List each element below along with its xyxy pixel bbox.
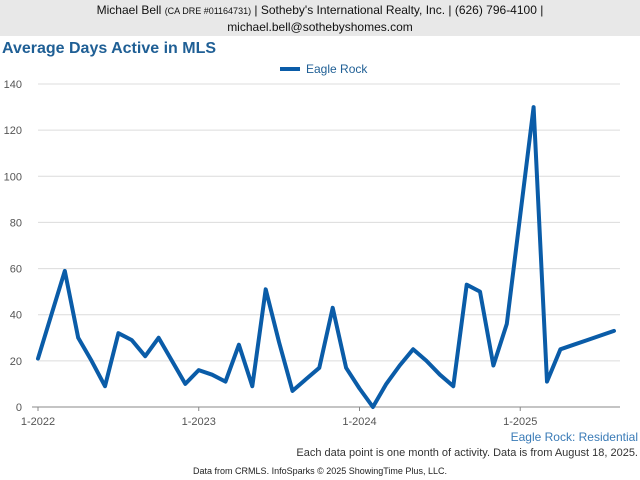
data-point[interactable] <box>316 365 322 371</box>
data-point[interactable] <box>209 372 215 378</box>
data-point[interactable] <box>156 335 162 341</box>
y-tick-label: 120 <box>4 125 22 137</box>
region-label: Eagle Rock: Residential <box>510 430 638 444</box>
chart-title: Average Days Active in MLS <box>2 40 217 57</box>
data-point[interactable] <box>89 358 95 364</box>
data-point[interactable] <box>477 289 483 295</box>
data-point[interactable] <box>249 383 255 389</box>
y-tick-label: 20 <box>10 356 22 368</box>
data-point[interactable] <box>557 346 563 352</box>
data-point[interactable] <box>450 383 456 389</box>
data-point[interactable] <box>236 342 242 348</box>
data-point[interactable] <box>397 362 403 368</box>
y-tick-label: 40 <box>10 310 22 322</box>
data-point[interactable] <box>356 386 362 392</box>
data-point[interactable] <box>343 365 349 371</box>
data-point[interactable] <box>571 342 577 348</box>
y-tick-label: 100 <box>4 171 22 183</box>
data-point[interactable] <box>330 305 336 311</box>
data-point[interactable] <box>142 353 148 359</box>
data-point[interactable] <box>196 367 202 373</box>
data-point[interactable] <box>102 383 108 389</box>
data-point[interactable] <box>223 379 229 385</box>
y-tick-label: 60 <box>10 264 22 276</box>
y-tick-label: 140 <box>4 79 22 91</box>
legend-label: Eagle Rock <box>306 62 368 76</box>
chart-legend[interactable]: Eagle Rock <box>280 62 367 76</box>
data-point[interactable] <box>544 379 550 385</box>
data-credit: Data from CRMLS. InfoSparks © 2025 Showi… <box>193 466 447 476</box>
data-point[interactable] <box>584 337 590 343</box>
data-point[interactable] <box>303 376 309 382</box>
x-tick-label: 1-2022 <box>21 416 55 428</box>
data-point[interactable] <box>383 381 389 387</box>
data-point[interactable] <box>290 388 296 394</box>
agent-license: (CA DRE #01164731) <box>164 6 252 16</box>
agent-company-phone: | Sotheby's International Realty, Inc. |… <box>251 3 544 17</box>
data-point[interactable] <box>35 356 41 362</box>
data-point[interactable] <box>598 332 604 338</box>
data-point[interactable] <box>437 372 443 378</box>
data-point[interactable] <box>517 213 523 219</box>
data-point[interactable] <box>75 335 81 341</box>
data-note: Each data point is one month of activity… <box>296 447 638 459</box>
x-tick-label: 1-2023 <box>182 416 216 428</box>
agent-name: Michael Bell <box>96 3 162 17</box>
data-point[interactable] <box>611 328 617 334</box>
data-point[interactable] <box>423 358 429 364</box>
data-point[interactable] <box>531 104 537 110</box>
series-line-eagle-rock[interactable] <box>36 105 616 409</box>
data-point[interactable] <box>129 337 135 343</box>
data-point[interactable] <box>410 346 416 352</box>
data-point[interactable] <box>62 268 68 274</box>
agent-email[interactable]: michael.bell@sothebyshomes.com <box>227 20 413 34</box>
data-point[interactable] <box>48 312 54 318</box>
data-point[interactable] <box>169 358 175 364</box>
data-point[interactable] <box>490 362 496 368</box>
y-tick-label: 0 <box>16 402 22 414</box>
data-point[interactable] <box>370 404 376 410</box>
agent-header: Michael Bell (CA DRE #01164731) | Sotheb… <box>0 0 640 36</box>
data-point[interactable] <box>464 282 470 288</box>
legend-swatch <box>280 67 300 71</box>
y-tick-label: 80 <box>10 217 22 229</box>
data-point[interactable] <box>504 321 510 327</box>
data-point[interactable] <box>263 286 269 292</box>
x-tick-label: 1-2024 <box>342 416 376 428</box>
agent-line-1: Michael Bell (CA DRE #01164731) | Sotheb… <box>0 2 640 19</box>
data-point[interactable] <box>115 330 121 336</box>
data-point[interactable] <box>182 381 188 387</box>
x-tick-label: 1-2025 <box>503 416 537 428</box>
data-point[interactable] <box>276 339 282 345</box>
